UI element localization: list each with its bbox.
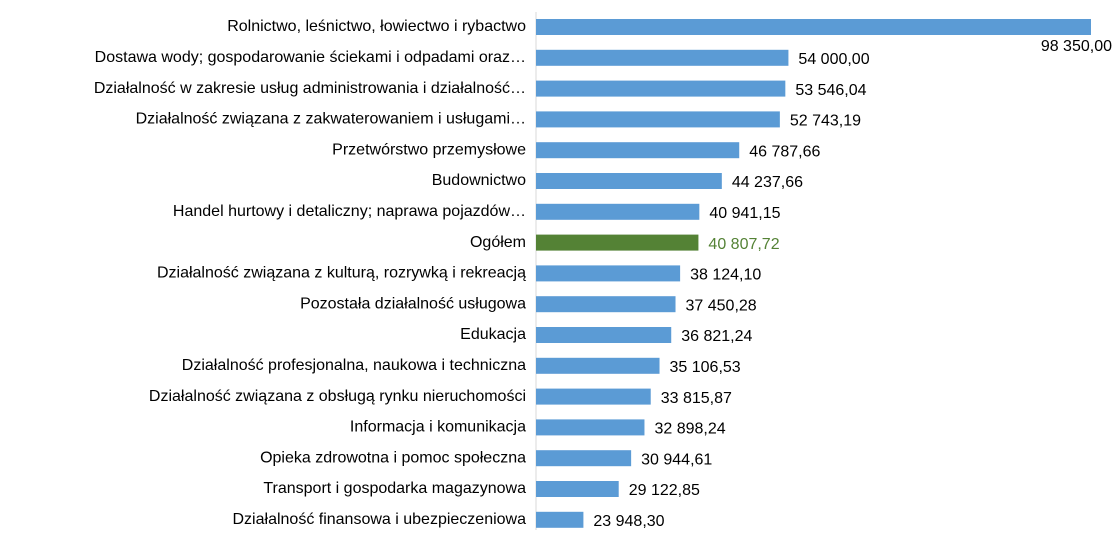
- bar: [536, 419, 645, 436]
- bar: [536, 49, 789, 66]
- category-label: Informacja i komunikacja: [350, 419, 526, 436]
- category-label: Edukacja: [460, 326, 526, 343]
- bar: [536, 327, 672, 343]
- value-label: 29 122,85: [629, 482, 700, 499]
- bar: [536, 388, 651, 405]
- category-label: Działalność w zakresie usług administrow…: [94, 80, 526, 97]
- category-label: Działalność związana z zakwaterowaniem i…: [136, 111, 526, 128]
- value-label: 98 350,00: [1041, 38, 1112, 55]
- value-label: 36 821,24: [681, 328, 752, 345]
- category-label: Ogółem: [470, 234, 526, 251]
- bar: [536, 142, 740, 159]
- category-label: Rolnictwo, leśnictwo, łowiectwo i rybact…: [227, 18, 526, 35]
- bar: [536, 80, 786, 97]
- value-label: 53 546,04: [795, 82, 866, 99]
- category-label: Dostawa wody; gospodarowanie ściekami i …: [95, 49, 526, 66]
- category-label: Przetwórstwo przemysłowe: [332, 141, 526, 158]
- category-label: Działalność finansowa i ubezpieczeniowa: [233, 511, 527, 528]
- value-label: 40 807,72: [708, 236, 779, 253]
- value-label: 33 815,87: [661, 390, 732, 407]
- value-label: 32 898,24: [654, 421, 725, 438]
- category-label: Handel hurtowy i detaliczny; naprawa poj…: [173, 203, 526, 220]
- value-label: 52 743,19: [790, 113, 861, 130]
- bar: [536, 450, 632, 467]
- bar: [536, 203, 700, 220]
- value-label: 54 000,00: [798, 51, 869, 68]
- value-label: 35 106,53: [670, 359, 741, 376]
- bar: [536, 357, 660, 374]
- value-label: 46 787,66: [749, 143, 820, 160]
- category-label: Transport i gospodarka magazynowa: [263, 480, 526, 497]
- bar: [536, 234, 699, 251]
- category-label: Działalność profesjonalna, naukowa i tec…: [182, 357, 526, 374]
- value-label: 44 237,66: [732, 174, 803, 191]
- category-label: Opieka zdrowotna i pomoc społeczna: [260, 449, 526, 466]
- bar: [536, 173, 722, 189]
- bar: [536, 481, 619, 497]
- value-label: 37 450,28: [686, 297, 757, 314]
- value-label: 40 941,15: [709, 205, 780, 222]
- value-label: 38 124,10: [690, 267, 761, 284]
- value-label: 30 944,61: [641, 451, 712, 468]
- value-label: 23 948,30: [593, 513, 664, 530]
- bar: [536, 19, 1091, 35]
- bar: [536, 296, 676, 313]
- category-label: Pozostała działalność usługowa: [300, 295, 526, 312]
- bar: [536, 111, 780, 128]
- category-label: Działalność związana z obsługą rynku nie…: [149, 388, 526, 405]
- bar: [536, 511, 584, 528]
- bar: [536, 265, 681, 282]
- category-label: Budownictwo: [432, 172, 526, 189]
- category-label: Działalność związana z kulturą, rozrywką…: [157, 265, 526, 282]
